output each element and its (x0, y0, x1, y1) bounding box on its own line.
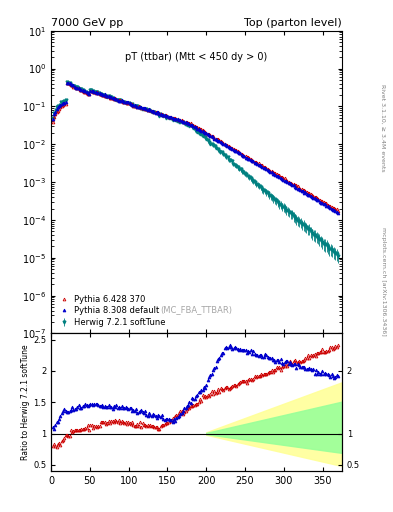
Pythia 6.428 370 (64, 79, 69, 86)
Pythia 8.308 default (135, 103, 140, 110)
Pythia 8.308 default (204, 130, 209, 136)
Pythia 8.308 default (302, 189, 307, 196)
Pythia 8.308 default (50, 116, 55, 122)
Pythia 8.308 default (336, 210, 340, 216)
Pythia 6.428 370 (307, 190, 312, 196)
Pythia 8.308 default (293, 184, 298, 190)
Text: Rivet 3.1.10, ≥ 3.4M events: Rivet 3.1.10, ≥ 3.4M events (381, 84, 386, 172)
Pythia 6.428 370 (336, 207, 340, 214)
Pythia 6.428 370 (135, 103, 140, 110)
Line: Pythia 8.308 default: Pythia 8.308 default (51, 81, 340, 215)
Text: mcplots.cern.ch [arXiv:1306.3436]: mcplots.cern.ch [arXiv:1306.3436] (381, 227, 386, 336)
Pythia 8.308 default (64, 80, 69, 86)
Text: pT (ttbar) (Mtt < 450 dy > 0): pT (ttbar) (Mtt < 450 dy > 0) (125, 52, 268, 62)
Y-axis label: Ratio to Herwig 7.2.1 softTune: Ratio to Herwig 7.2.1 softTune (21, 345, 30, 460)
Pythia 8.308 default (130, 101, 134, 108)
Pythia 8.308 default (307, 192, 312, 198)
Text: Top (parton level): Top (parton level) (244, 18, 342, 28)
Pythia 6.428 370 (302, 187, 307, 193)
Pythia 6.428 370 (50, 119, 55, 125)
Pythia 6.428 370 (130, 101, 134, 108)
Pythia 6.428 370 (293, 182, 298, 188)
Line: Pythia 6.428 370: Pythia 6.428 370 (51, 81, 340, 212)
Text: 7000 GeV pp: 7000 GeV pp (51, 18, 123, 28)
Pythia 6.428 370 (204, 130, 209, 136)
Legend: Pythia 6.428 370, Pythia 8.308 default, Herwig 7.2.1 softTune: Pythia 6.428 370, Pythia 8.308 default, … (55, 292, 169, 329)
Text: (MC_FBA_TTBAR): (MC_FBA_TTBAR) (160, 305, 233, 314)
